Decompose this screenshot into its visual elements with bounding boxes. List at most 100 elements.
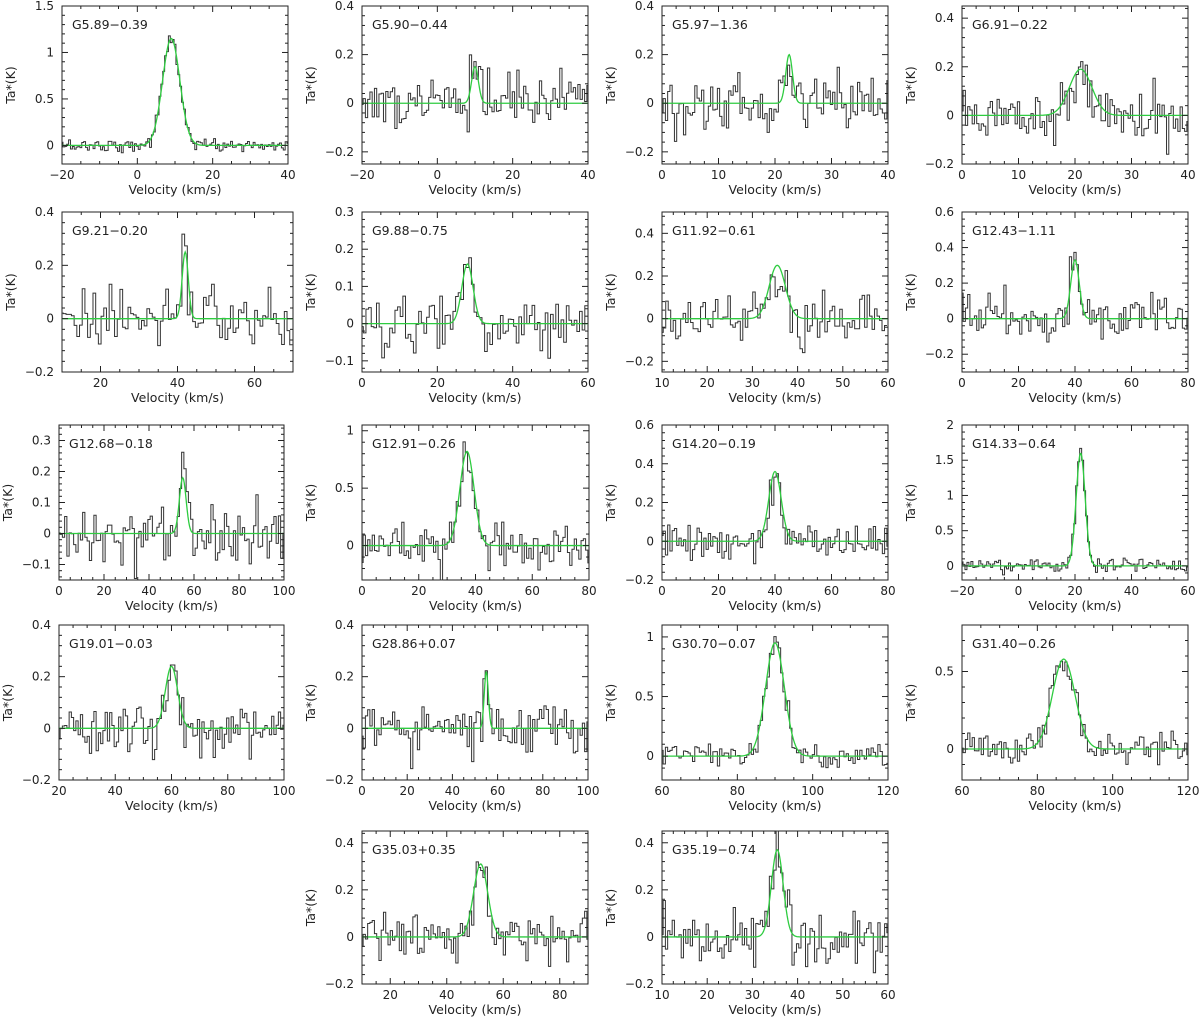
gaussian-fit-line	[962, 658, 1188, 750]
y-tick-label: −0.2	[625, 145, 654, 159]
y-tick-label: 0.2	[935, 60, 954, 74]
spectrum-line	[59, 451, 284, 579]
y-tick-label: 0	[46, 312, 54, 326]
x-tick-label: 10	[654, 376, 669, 390]
x-tick-label: 0	[358, 584, 366, 598]
x-axis-label: Velocity (km/s)	[1029, 798, 1122, 813]
gaussian-fit-line	[362, 263, 588, 325]
x-tick-label: 40	[505, 376, 520, 390]
panel-title: G14.33−0.64	[972, 436, 1056, 451]
panel-title: G9.21−0.20	[72, 223, 148, 238]
y-tick-label: 0	[346, 721, 354, 735]
gaussian-fit-line	[362, 450, 589, 547]
x-tick-label: −20	[49, 168, 74, 182]
spectrum-line	[662, 830, 888, 974]
x-tick-label: 0	[134, 168, 142, 182]
y-tick-label: 0.2	[32, 465, 51, 479]
y-axis-label: Ta*(K)	[303, 684, 318, 722]
y-tick-label: 0	[946, 108, 954, 122]
x-tick-label: 20	[1011, 376, 1026, 390]
y-axis-label: Ta*(K)	[3, 66, 18, 104]
x-tick-label: 20	[411, 584, 426, 598]
y-tick-label: 0.2	[635, 883, 654, 897]
spectrum-line	[662, 270, 887, 354]
y-tick-label: 0	[946, 559, 954, 573]
x-tick-label: 50	[835, 376, 850, 390]
spectrum-panel: 60 80 100 120 0 0.5 1 Velocity (km/s) Ta*(K) G30.…	[603, 624, 900, 813]
x-tick-label: 100	[801, 784, 824, 798]
y-tick-label: 0	[646, 930, 654, 944]
y-axis-label: Ta*(K)	[303, 66, 318, 104]
panel-title: G5.97−1.36	[672, 17, 748, 32]
x-tick-label: 80	[880, 584, 895, 598]
x-tick-label: 20	[51, 784, 66, 798]
y-tick-label: −0.2	[925, 157, 954, 171]
y-tick-label: 1.5	[935, 453, 954, 467]
spectrum-line	[662, 473, 888, 565]
x-tick-label: 20	[700, 988, 715, 1002]
panel-title: G9.88−0.75	[372, 223, 448, 238]
spectrum-line	[62, 233, 293, 347]
x-tick-label: 60	[186, 584, 201, 598]
spectrum-panel: 0 10 20 30 40 −0.2 0 0.2 0.4 Velocity (km/s) Ta*(K…	[903, 5, 1196, 197]
x-axis-label: Velocity (km/s)	[729, 182, 822, 197]
x-tick-label: 80	[552, 988, 567, 1002]
x-tick-label: −20	[349, 168, 374, 182]
gaussian-fit-line	[962, 452, 1188, 567]
y-tick-label: 0	[346, 539, 354, 553]
x-tick-label: 60	[880, 988, 895, 1002]
y-tick-label: 1	[346, 424, 354, 438]
panel-title: G19.01−0.03	[69, 636, 153, 651]
gaussian-fit-line	[362, 65, 588, 104]
x-tick-label: 0	[1015, 584, 1023, 598]
x-tick-label: 0	[958, 168, 966, 182]
x-tick-label: 20	[767, 168, 782, 182]
x-tick-label: 60	[164, 784, 179, 798]
y-tick-label: 0.2	[335, 242, 354, 256]
spectrum-line	[362, 54, 588, 133]
spectrum-panel: 60 80 100 120 0 0.5 Velocity (km/s) Ta*(K) G31.4…	[903, 624, 1199, 813]
gaussian-fit-line	[62, 37, 288, 147]
x-tick-label: 100	[577, 784, 600, 798]
y-tick-label: −0.2	[325, 977, 354, 991]
y-axis-label: Ta*(K)	[603, 889, 618, 927]
x-tick-label: 0	[358, 784, 366, 798]
spectrum-line	[962, 660, 1188, 766]
spectrum-panel: 10 20 30 40 50 60 −0.2 0 0.2 0.4 Velocity (km/s) Ta…	[603, 830, 896, 1017]
panel-title: G14.20−0.19	[672, 436, 756, 451]
y-tick-label: 0.4	[935, 11, 954, 25]
spectrum-panel: 20 40 60 −0.2 0 0.2 0.4 Velocity (km/s) Ta*(K) G9…	[3, 205, 294, 405]
x-tick-label: 40	[580, 168, 595, 182]
y-tick-label: −0.2	[325, 773, 354, 787]
panel-title: G5.89−0.39	[72, 17, 148, 32]
x-tick-label: 20	[1067, 584, 1082, 598]
y-axis-label: Ta*(K)	[603, 484, 618, 522]
x-tick-label: 60	[1124, 376, 1139, 390]
x-tick-label: 40	[468, 584, 483, 598]
y-tick-label: 0.4	[35, 205, 54, 219]
x-tick-label: 0	[434, 168, 442, 182]
y-tick-label: 1.5	[35, 0, 54, 13]
x-tick-label: 40	[108, 784, 123, 798]
x-axis-label: Velocity (km/s)	[729, 798, 822, 813]
x-tick-label: 120	[877, 784, 900, 798]
y-tick-label: 0.2	[635, 269, 654, 283]
y-tick-label: −0.2	[625, 354, 654, 368]
y-tick-label: 0	[646, 534, 654, 548]
x-axis-label: Velocity (km/s)	[1029, 598, 1122, 613]
y-tick-label: 0.2	[32, 670, 51, 684]
spectrum-panel: 20 40 60 80 100 −0.2 0 0.2 0.4 Velocity (km/s) Ta*…	[0, 618, 295, 813]
x-tick-label: 20	[700, 376, 715, 390]
gaussian-fit-line	[962, 258, 1188, 320]
x-axis-label: Velocity (km/s)	[429, 598, 522, 613]
x-tick-label: 40	[880, 168, 895, 182]
y-tick-label: 0.6	[935, 205, 954, 219]
x-tick-label: 80	[1180, 376, 1195, 390]
gaussian-fit-line	[59, 665, 284, 729]
spectrum-panel: −20 0 20 40 60 0 0.5 1 1.5 2 Velocity (km/s) Ta*(K)…	[903, 418, 1196, 613]
x-tick-label: 60	[580, 376, 595, 390]
y-axis-label: Ta*(K)	[303, 273, 318, 311]
x-tick-label: 100	[273, 784, 296, 798]
x-tick-label: 50	[835, 988, 850, 1002]
x-axis-label: Velocity (km/s)	[729, 390, 822, 405]
